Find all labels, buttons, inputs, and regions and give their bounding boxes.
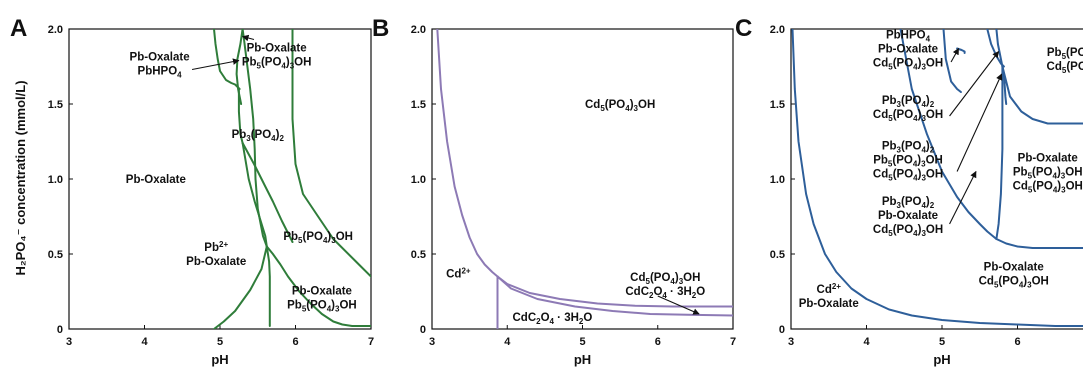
region-label: Cd5(PO4)3OH — [630, 272, 700, 286]
region-label: Pb-Oxalate — [292, 286, 352, 298]
region-label: Cd2+ — [446, 267, 471, 281]
region-label: Pb3(PO4)2 — [882, 95, 935, 109]
panel-letter: C — [735, 15, 752, 42]
region-label: Pb5(PO4)3OH — [287, 300, 357, 314]
annotation-arrow — [957, 74, 1002, 172]
x-tick-label: 7 — [368, 336, 374, 348]
x-tick-label: 4 — [504, 336, 511, 348]
region-label: Pb3(PO4)2 — [882, 141, 935, 155]
region-label: Cd5(PO4)3OH — [873, 109, 943, 123]
region-label: Cd5(PO4)3OH — [1013, 181, 1083, 195]
region-label: Pb5(PO4)3OH — [242, 57, 312, 71]
region-label: Pb-Oxalate — [799, 298, 859, 310]
region-label: Pb-Oxalate — [130, 52, 190, 64]
x-tick-label: 6 — [292, 336, 298, 348]
y-tick-label: 1.5 — [770, 99, 785, 111]
x-axis-title: pH — [574, 352, 591, 367]
x-tick-label: 6 — [655, 336, 661, 348]
region-label: Pb-Oxalate — [126, 174, 186, 186]
x-tick-label: 6 — [1014, 336, 1020, 348]
x-tick-label: 5 — [217, 336, 223, 348]
y-tick-label: 0 — [779, 324, 785, 336]
y-tick-label: 0 — [57, 324, 63, 336]
annotation-arrow — [192, 61, 239, 70]
phase-boundary-line — [214, 29, 240, 89]
region-label: Cd5(PO4)3OH — [1047, 61, 1083, 75]
y-tick-label: 0 — [420, 324, 426, 336]
panel-a: A 3 4 5 6 7 0 0.5 1.0 1.5 2.0 pH Pb-Oxalate PbHPO4 Pb-… — [10, 15, 374, 367]
x-tick-label: 4 — [141, 336, 148, 348]
annotation-arrow — [950, 52, 999, 117]
annotation-arrow — [951, 49, 959, 63]
region-label: Pb2+ — [204, 240, 228, 254]
y-tick-label: 1.5 — [411, 99, 426, 111]
region-label: Pb-Oxalate — [186, 256, 246, 268]
region-label: CdC2O4 · 3H2O — [625, 286, 705, 300]
region-label: PbHPO4 — [138, 66, 183, 80]
panel-b: B 3 4 5 6 7 0 0.5 1.0 1.5 2.0 pH Cd5(PO4)3OH Cd2+ Cd5(… — [372, 15, 736, 367]
y-tick-label: 0.5 — [411, 249, 426, 261]
region-label: Pb3(PO4)2 — [882, 196, 935, 210]
x-axis-title: pH — [211, 352, 228, 367]
x-axis-title: pH — [933, 352, 950, 367]
region-label: Cd2+ — [817, 282, 842, 296]
panel-c: C3456700.51.01.52.0pHPbHPO4Pb-OxalateCd5… — [735, 15, 1083, 367]
y-tick-label: 1.0 — [411, 174, 426, 186]
panel-letter: A — [10, 15, 27, 42]
y-axis-title: H₂PO₄⁻ concentration (mmol/L) — [13, 80, 28, 275]
phase-boundary-line — [1002, 67, 1083, 124]
region-label: Pb5(PO4)3OH — [1047, 47, 1083, 61]
region-label: Pb5(PO4)3OH — [1013, 167, 1083, 181]
region-label: Cd5(PO4)3OH — [873, 224, 943, 238]
y-tick-label: 1.0 — [48, 174, 63, 186]
y-tick-label: 2.0 — [411, 24, 426, 36]
x-tick-label: 3 — [66, 336, 72, 348]
phase-boundary-line — [243, 29, 270, 326]
region-label: Pb-Oxalate — [878, 210, 938, 222]
x-tick-label: 3 — [429, 336, 435, 348]
phase-boundary-line — [996, 67, 1002, 240]
region-label: Cd5(PO4)3OH — [873, 169, 943, 183]
x-tick-label: 7 — [730, 336, 736, 348]
region-label: PbHPO4 — [886, 30, 931, 44]
x-tick-label: 3 — [788, 336, 794, 348]
plot-frame — [432, 29, 733, 329]
plot-frame — [69, 29, 371, 329]
region-label: Cd5(PO4)3OH — [979, 276, 1049, 290]
y-tick-label: 2.0 — [48, 24, 63, 36]
y-tick-label: 0.5 — [48, 249, 63, 261]
y-tick-label: 1.5 — [48, 99, 63, 111]
region-label: Cd5(PO4)3OH — [585, 99, 655, 113]
region-label: Pb-Oxalate — [1018, 153, 1078, 165]
region-label: Pb-Oxalate — [984, 262, 1044, 274]
phase-boundary-line — [243, 143, 293, 242]
region-label: Pb5(PO4)3OH — [873, 155, 943, 169]
region-label: CdC2O4 · 3H2O — [512, 312, 592, 326]
region-label: Cd5(PO4)3OH — [873, 58, 943, 72]
x-tick-label: 4 — [863, 336, 870, 348]
y-tick-label: 0.5 — [770, 249, 785, 261]
y-tick-label: 2.0 — [770, 24, 785, 36]
region-label: Pb-Oxalate — [878, 44, 938, 56]
region-label: Pb5(PO4)3OH — [283, 231, 353, 245]
x-tick-label: 5 — [939, 336, 945, 348]
y-tick-label: 1.0 — [770, 174, 785, 186]
region-label: Pb-Oxalate — [247, 43, 307, 55]
x-tick-label: 5 — [579, 336, 585, 348]
panel-letter: B — [372, 15, 389, 42]
phase-boundary-line — [437, 29, 497, 277]
region-label: Pb3(PO4)2 — [232, 129, 285, 143]
